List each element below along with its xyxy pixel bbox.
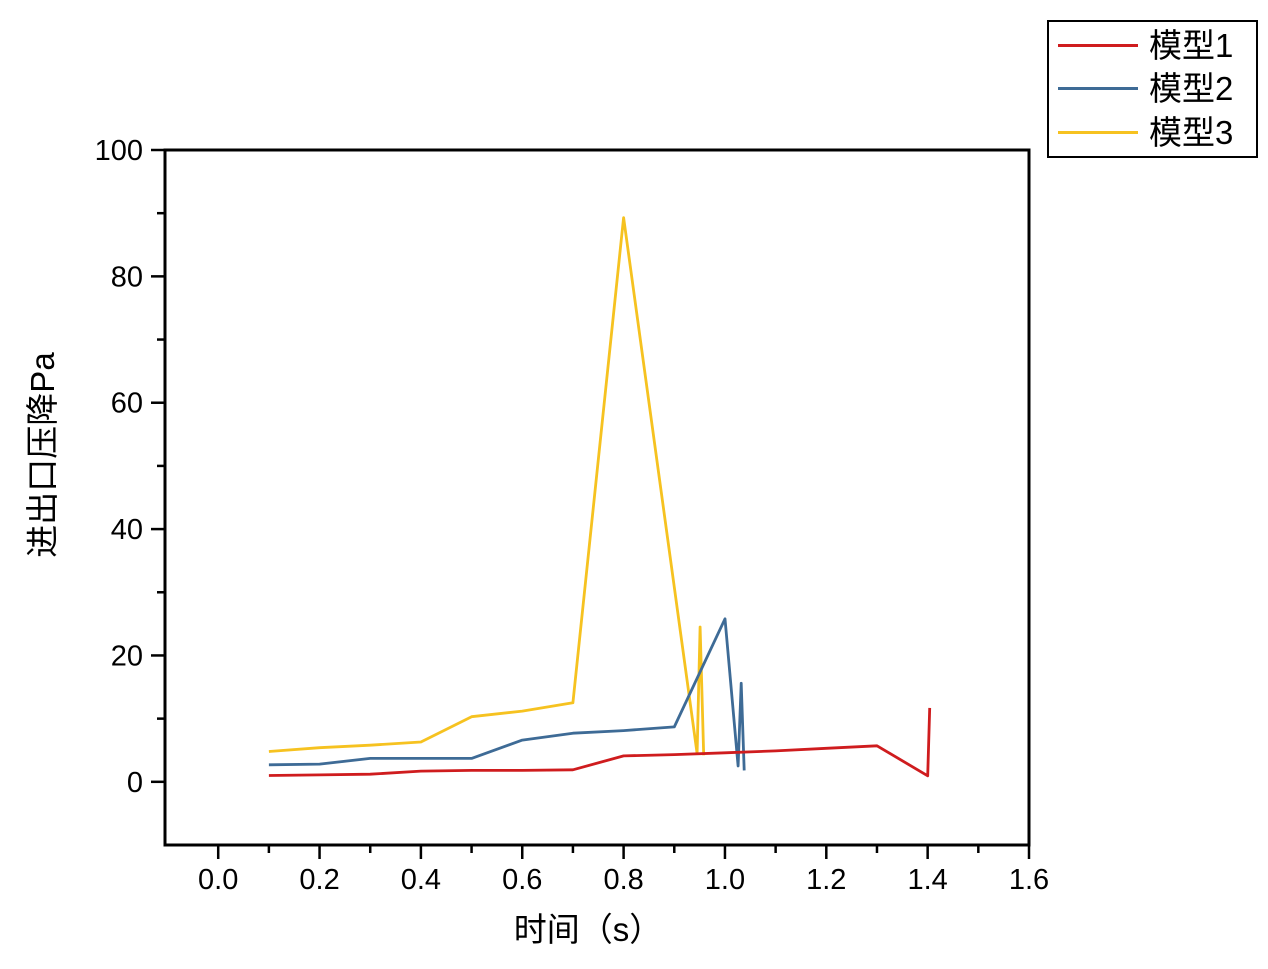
x-tick-label: 1.0 xyxy=(705,864,745,896)
x-tick-label: 0.2 xyxy=(299,864,339,896)
x-tick-label: 0.4 xyxy=(401,864,441,896)
x-tick-label: 1.6 xyxy=(1009,864,1049,896)
x-tick-label: 0.8 xyxy=(603,864,643,896)
y-tick-label: 40 xyxy=(111,514,143,546)
y-tick-label: 100 xyxy=(95,135,143,167)
y-tick-label: 80 xyxy=(111,261,143,293)
x-tick-label: 1.2 xyxy=(806,864,846,896)
x-axis-title: 时间（s） xyxy=(513,911,663,948)
model2-line-sample xyxy=(1058,87,1138,91)
x-tick-label: 0.0 xyxy=(198,864,238,896)
x-tick-label: 1.4 xyxy=(907,864,947,896)
series-line-2 xyxy=(268,617,746,771)
y-tick-label: 60 xyxy=(111,388,143,420)
series-line-3 xyxy=(268,216,706,756)
model3-line-sample xyxy=(1058,130,1138,134)
legend-item-model3: 模型3 xyxy=(1049,111,1256,154)
legend: 模型1 模型2 模型3 xyxy=(1047,20,1258,158)
y-tick-label: 20 xyxy=(111,640,143,672)
legend-item-model2: 模型2 xyxy=(1049,67,1256,110)
y-axis-title: 进出口压降Pa xyxy=(24,352,61,558)
legend-label-model2: 模型2 xyxy=(1149,70,1234,108)
x-tick-label: 0.6 xyxy=(502,864,542,896)
legend-label-model1: 模型1 xyxy=(1149,27,1234,65)
legend-item-model1: 模型1 xyxy=(1049,24,1256,67)
series-line-1 xyxy=(268,707,932,778)
y-tick-label: 0 xyxy=(127,767,143,799)
model1-line-sample xyxy=(1058,44,1138,48)
legend-label-model3: 模型3 xyxy=(1149,113,1234,151)
plot-frame xyxy=(163,148,1031,847)
